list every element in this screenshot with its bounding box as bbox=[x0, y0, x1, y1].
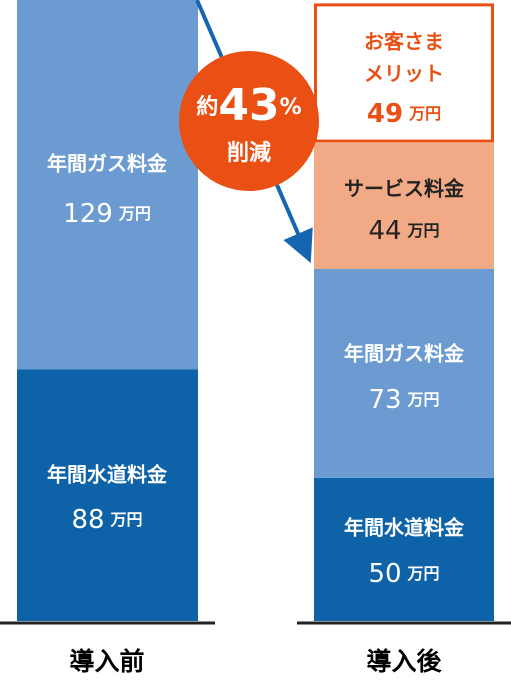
bar-after-service bbox=[314, 143, 494, 270]
after-gas-label: 年間ガス料金 bbox=[344, 342, 465, 366]
category-label-after: 導入後 bbox=[366, 647, 442, 676]
after-water-label: 年間水道料金 bbox=[344, 516, 465, 540]
category-label-before: 導入前 bbox=[69, 647, 144, 676]
after-gas-value: 73 万円 bbox=[368, 385, 439, 415]
bar-after-water bbox=[314, 477, 494, 621]
after-merit-value: 49 万円 bbox=[367, 99, 441, 129]
reduction-badge-label: 削減 bbox=[227, 141, 271, 166]
after-merit-label-line1: お客さま bbox=[364, 30, 444, 54]
after-service-value: 44 万円 bbox=[368, 216, 439, 246]
reduction-badge-circle bbox=[179, 51, 319, 191]
reduction-badge-percent: 約43% bbox=[196, 80, 301, 131]
after-water-value: 50 万円 bbox=[368, 559, 439, 589]
before-water-label: 年間水道料金 bbox=[47, 463, 168, 487]
bar-after-gas bbox=[314, 269, 494, 478]
bar-before-gas bbox=[17, 0, 198, 370]
after-merit-label-line2: メリット bbox=[364, 62, 444, 86]
after-service-label: サービス料金 bbox=[344, 177, 465, 201]
before-water-value: 88 万円 bbox=[71, 505, 142, 535]
reduction-badge: 約43% 削減 bbox=[179, 51, 319, 191]
bar-before-water bbox=[17, 369, 198, 621]
before-bar bbox=[17, 0, 198, 621]
before-gas-value: 129 万円 bbox=[63, 199, 151, 229]
before-gas-label: 年間ガス料金 bbox=[47, 152, 168, 176]
after-bar bbox=[314, 3, 494, 621]
bar-after-merit bbox=[314, 3, 494, 143]
